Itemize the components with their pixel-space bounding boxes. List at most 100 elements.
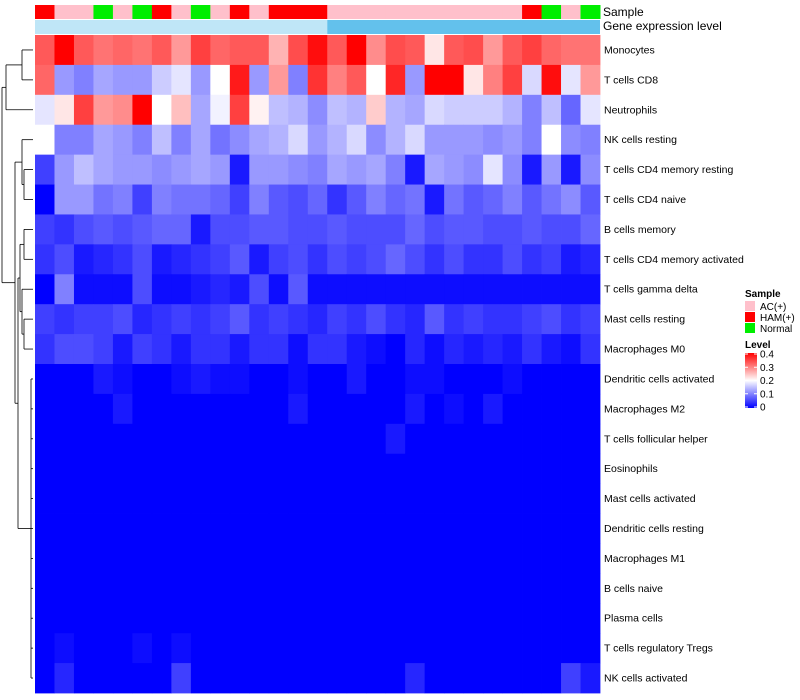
heatmap-cell [54,393,75,425]
heatmap-cell [112,94,133,126]
heatmap-cell [463,244,484,275]
heatmap-cell [463,633,484,664]
heatmap-cell [288,573,309,604]
heatmap-cell [483,244,503,275]
heatmap-cell [444,364,465,395]
heatmap-cell [151,483,172,514]
heatmap-cell [151,453,172,485]
heatmap-cell [541,64,562,96]
heatmap-cell [210,483,231,514]
heatmap-cell [288,483,309,514]
heatmap-cell [132,184,153,215]
heatmap-cell [522,364,542,395]
heatmap-cell [502,364,523,395]
heatmap-cell [288,663,309,694]
heatmap-cell [561,423,581,455]
sample-annotation-cell [463,5,484,19]
sample-legend-label: AC(+) [760,302,786,313]
heatmap-cell [346,543,367,574]
heatmap-cell [541,423,562,455]
heatmap-cell [171,513,192,544]
heatmap-cell [346,274,367,305]
heatmap-cell [327,513,348,544]
heatmap-cell [424,94,445,126]
heatmap-cell [93,393,114,425]
level-legend-title: Level [745,340,771,351]
heatmap-cell [288,244,309,275]
heatmap-cell [54,513,75,544]
heatmap-cell [132,393,153,425]
heatmap-cells [35,35,601,694]
heatmap-cell [35,603,55,634]
heatmap-cell [73,393,94,425]
sample-annotation-cell [93,5,114,19]
heatmap-cell [346,124,367,156]
heatmap-cell [268,304,289,335]
heatmap-cell [424,35,445,66]
heatmap-cell [229,513,250,544]
heatmap-cell [171,334,192,365]
heatmap-cell [346,663,367,694]
heatmap-cell [405,35,426,66]
heatmap-cell [522,573,542,604]
heatmap-cell [288,364,309,395]
heatmap-cell [444,184,465,215]
heatmap-cell [73,334,94,365]
heatmap-cell [73,94,94,126]
heatmap-cell [522,513,542,544]
heatmap-cell [35,513,55,544]
heatmap-cell [385,184,406,215]
heatmap-cell [463,154,484,185]
heatmap-cell [229,334,250,365]
heatmap-cell [346,304,367,335]
heatmap-cell [268,124,289,156]
heatmap-cell [268,364,289,395]
heatmap-cell [405,603,426,634]
heatmap-cell [444,543,465,574]
heatmap-cell [132,364,153,395]
heatmap-cell [229,393,250,425]
heatmap-cell [327,214,348,245]
heatmap-cell [424,393,445,425]
heatmap-cell [444,393,465,425]
heatmap-cell [580,573,601,604]
heatmap-cell [151,64,172,96]
heatmap-cell [93,513,114,544]
level-tick-label: 0.3 [760,363,774,374]
heatmap-cell [112,154,133,185]
heatmap-cell [327,244,348,275]
heatmap-cell [444,633,465,664]
heatmap-cell [366,94,387,126]
heatmap-cell [229,633,250,664]
heatmap-cell [366,393,387,425]
heatmap-cell [54,154,75,185]
heatmap-cell [424,603,445,634]
heatmap-cell [561,573,581,604]
heatmap-cell [249,423,270,455]
heatmap-cell [522,274,542,305]
heatmap-cell [171,543,192,574]
heatmap-cell [268,603,289,634]
heatmap-cell [93,184,114,215]
heatmap-cell [541,633,562,664]
heatmap-cell [132,543,153,574]
heatmap-cell [385,64,406,96]
heatmap-cell [346,393,367,425]
heatmap-cell [346,633,367,664]
heatmap-cell [93,543,114,574]
heatmap-cell [346,513,367,544]
annotation-label-expression: Gene expression level [603,19,722,33]
heatmap-cell [229,124,250,156]
heatmap-cell [405,334,426,365]
heatmap-cell [580,633,601,664]
heatmap-cell [151,124,172,156]
heatmap-cell [541,543,562,574]
heatmap-cell [327,94,348,126]
heatmap-cell [190,35,211,66]
heatmap-cell [483,124,503,156]
heatmap-cell [151,184,172,215]
heatmap-cell [463,393,484,425]
heatmap-cell [483,513,503,544]
heatmap-cell [171,364,192,395]
heatmap-cell [522,64,542,96]
